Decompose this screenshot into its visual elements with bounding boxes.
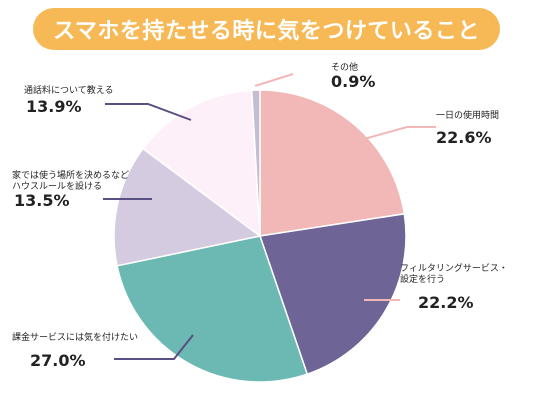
slice-value-label: 0.9% [331,72,375,91]
slice-value-label: 22.2% [418,293,474,312]
leader-line [105,103,192,121]
slice-value-label: 22.6% [436,128,492,147]
leader-line [254,73,294,87]
slice-label: 設定を行う [400,273,445,285]
leader-line [363,126,436,140]
slice-label: フィルタリングサービス・ [400,262,508,274]
slice-value-label: 13.9% [26,97,82,116]
slice-label: 課金サービスには気を付けたい [12,331,138,343]
chart-title-banner: スマホを持たせる時に気をつけていること [33,8,500,50]
pie-slice [142,89,261,238]
slice-value-label: 13.5% [14,191,70,210]
chart-title: スマホを持たせる時に気をつけていること [53,19,480,44]
pie-slice [250,89,261,237]
pie-slice [113,147,262,267]
slice-label: その他 [331,61,358,73]
slice-label: 一日の使用時間 [436,109,499,121]
pie-slice [116,235,309,383]
leader-line [114,334,194,360]
slice-label: 通話料について教える [24,84,113,96]
slice-label: ハウスルールを設ける [12,180,102,192]
slice-label: 家では使う場所を決めるなど [12,169,129,181]
pie-slice [259,213,407,376]
pie-slice [259,89,406,237]
slice-value-label: 27.0% [30,351,86,370]
